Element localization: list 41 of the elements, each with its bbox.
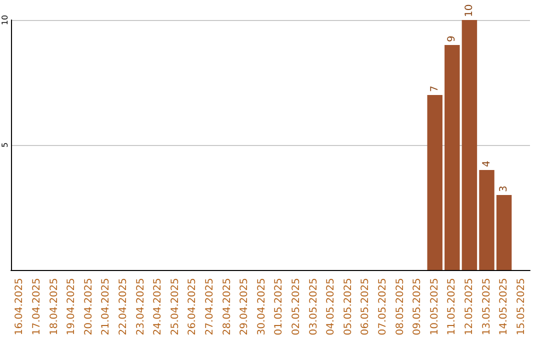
x-tick-label: 25.04.2025 <box>170 278 181 336</box>
data-label: 3 <box>498 186 510 192</box>
x-tick-label: 12.05.2025 <box>464 278 475 336</box>
data-label: 10 <box>464 4 475 17</box>
x-tick-label: 06.05.2025 <box>360 278 372 336</box>
x-tick-label: 17.04.2025 <box>31 278 42 336</box>
x-tick-label: 09.05.2025 <box>412 278 424 336</box>
x-tick-label: 03.05.2025 <box>308 278 320 336</box>
x-tick-label: 18.04.2025 <box>48 278 60 336</box>
x-tick-label: 01.05.2025 <box>274 278 285 336</box>
y-tick-label: 5 <box>0 142 10 148</box>
bar <box>462 20 478 270</box>
bar <box>496 195 512 270</box>
bar <box>427 95 442 270</box>
x-tick-label: 07.05.2025 <box>377 278 388 336</box>
x-tick-label: 14.05.2025 <box>498 278 510 336</box>
x-tick-label: 13.05.2025 <box>481 278 492 336</box>
bar <box>444 45 460 270</box>
x-tick-label: 15.05.2025 <box>516 278 527 336</box>
data-label: 4 <box>481 160 492 167</box>
data-label: 7 <box>429 86 440 92</box>
x-tick-label: 20.04.2025 <box>83 278 94 336</box>
x-tick-label: 27.04.2025 <box>204 278 216 336</box>
x-tick-label: 16.04.2025 <box>14 278 26 336</box>
x-tick-label: 24.04.2025 <box>152 278 164 336</box>
x-tick-label: 02.05.2025 <box>290 278 302 336</box>
x-tick-label: 30.04.2025 <box>256 278 268 336</box>
x-tick-label: 23.04.2025 <box>135 278 146 336</box>
x-tick-label: 11.05.2025 <box>446 278 458 336</box>
bar <box>479 170 494 270</box>
x-tick-label: 28.04.2025 <box>222 278 233 336</box>
x-tick-label: 04.05.2025 <box>326 278 337 336</box>
data-label: 9 <box>446 36 458 42</box>
x-tick-label: 08.05.2025 <box>394 278 406 336</box>
x-tick-label: 26.04.2025 <box>187 278 198 336</box>
x-tick-label: 29.04.2025 <box>239 278 250 336</box>
x-tick-label: 10.05.2025 <box>429 278 440 336</box>
x-tick-label: 21.04.2025 <box>100 278 112 336</box>
x-tick-label: 05.05.2025 <box>342 278 354 336</box>
x-tick-label: 22.04.2025 <box>118 278 129 336</box>
x-tick-label: 19.04.2025 <box>66 278 78 336</box>
